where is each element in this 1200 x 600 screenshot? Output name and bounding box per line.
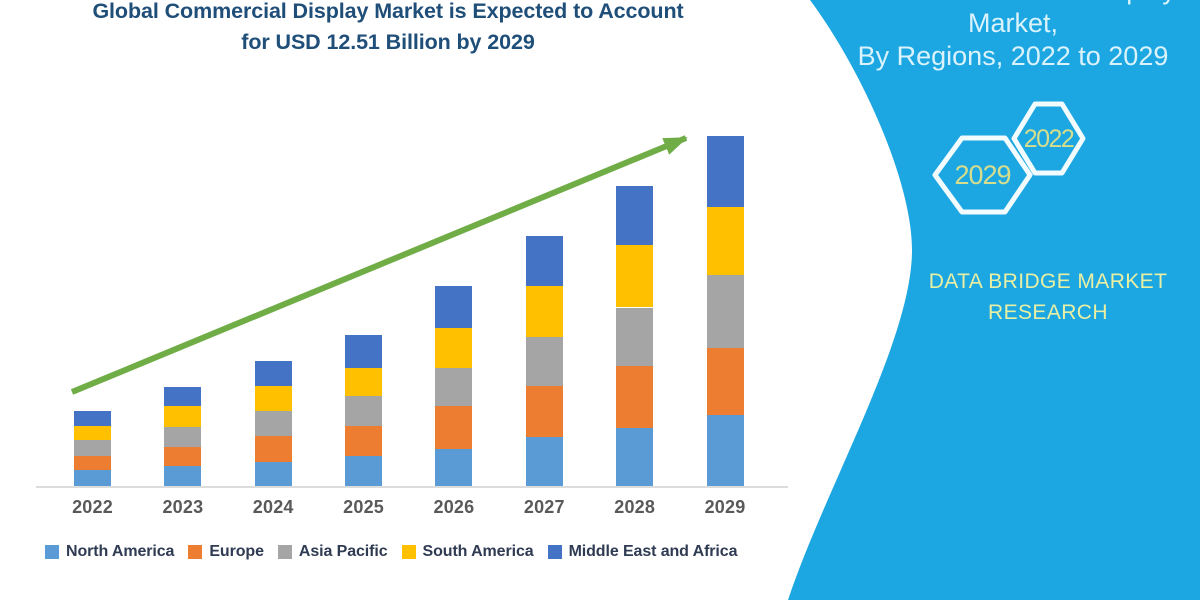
bar-segment [435, 448, 473, 486]
hexagon-2022-label: 2022 [1023, 125, 1075, 153]
bar-segment [616, 307, 654, 367]
bar-segment [525, 386, 563, 438]
bar-segment [345, 426, 383, 457]
bar-segment [706, 347, 744, 416]
bar-segment [164, 386, 202, 407]
x-axis-label: 2027 [523, 497, 565, 517]
x-axis-label: 2025 [343, 497, 384, 517]
chart-title-line1: Global Commercial Display Market is Expe… [92, 0, 684, 23]
legend-swatch-icon [547, 545, 562, 559]
hexagon-2022-icon [1011, 101, 1086, 176]
x-axis-line [36, 486, 788, 488]
brand-name: DATA BRIDGE MARKET RESEARCH [928, 270, 1168, 324]
side-panel-title-line2: By Regions, 2022 to 2029 [857, 41, 1169, 71]
bar-segment [164, 406, 202, 428]
legend-item: South America [401, 543, 534, 561]
legend-swatch-icon [277, 545, 292, 559]
legend-item: Middle East and Africa [547, 543, 738, 561]
side-panel-background [788, 0, 1200, 600]
chart-title-line2: for USD 12.51 Billion by 2029 [241, 30, 535, 54]
bar-segment [345, 335, 383, 369]
legend-label: South America [422, 543, 534, 560]
bar-segment [74, 411, 111, 426]
bar-segment [164, 446, 202, 467]
hexagon-2029-icon [932, 135, 1033, 215]
legend-item: North America [45, 543, 174, 561]
bar-segment [345, 396, 383, 427]
x-axis-label: 2022 [72, 497, 113, 517]
bar-segment [345, 456, 383, 486]
bar-segment [435, 327, 473, 369]
bar-segment [164, 466, 202, 486]
legend-label: North America [66, 543, 175, 560]
growth-arrow-icon [70, 135, 688, 395]
bar-segment [74, 456, 111, 471]
x-axis-label: 2023 [162, 497, 204, 517]
side-panel-title: Global Commercial Display Market, By Reg… [826, 0, 1200, 73]
bar-segment [435, 405, 473, 449]
bar-segment [525, 337, 563, 387]
bar-segment [164, 427, 202, 447]
bar-segment [254, 461, 292, 486]
legend-swatch-icon [401, 545, 416, 559]
bar-segment [74, 425, 111, 440]
legend-item: Asia Pacific [277, 543, 388, 561]
stacked-bar-chart: 2022 2023 2024 2025 2026 2027 2028 2029 [72, 136, 746, 517]
bar-segment [74, 470, 111, 486]
legend-item: Europe [188, 543, 264, 561]
bar-segment [706, 136, 744, 207]
legend-label: Middle East and Africa [568, 543, 738, 560]
bar-segment [254, 361, 292, 387]
bar-segment [706, 415, 744, 486]
hexagon-2029-label: 2029 [954, 160, 1011, 190]
bar-segment [616, 427, 654, 486]
bar-segment [345, 368, 383, 397]
legend-label: Europe [209, 543, 264, 560]
bar-segment [525, 236, 563, 286]
legend-swatch-icon [45, 545, 59, 559]
bar-segment [616, 244, 654, 308]
side-panel-title-line1: Global Commercial Display Market, [850, 0, 1176, 38]
bar-segment [254, 386, 292, 412]
x-axis-label: 2029 [704, 497, 746, 517]
bar-segment [616, 186, 654, 245]
bar-segment [706, 206, 744, 276]
legend-swatch-icon [188, 545, 203, 559]
chart-legend: North America Europe Asia Pacific South Ame… [45, 541, 737, 563]
bar-segment [435, 368, 473, 406]
x-axis-label: 2028 [614, 497, 656, 517]
legend-label: Asia Pacific [298, 543, 388, 560]
x-axis-label: 2026 [433, 497, 475, 517]
chart-title: Global Commercial Display Market is Expe… [28, 0, 748, 58]
bar-segment [74, 439, 111, 457]
x-axis-label: 2024 [252, 497, 294, 517]
bar-segment [435, 285, 473, 328]
bar-segment [254, 411, 292, 437]
bar-segment [616, 366, 654, 428]
bar-segment [525, 437, 563, 486]
bar-segment [706, 275, 744, 348]
bar-segment [525, 285, 563, 338]
bar-segment [254, 436, 292, 462]
